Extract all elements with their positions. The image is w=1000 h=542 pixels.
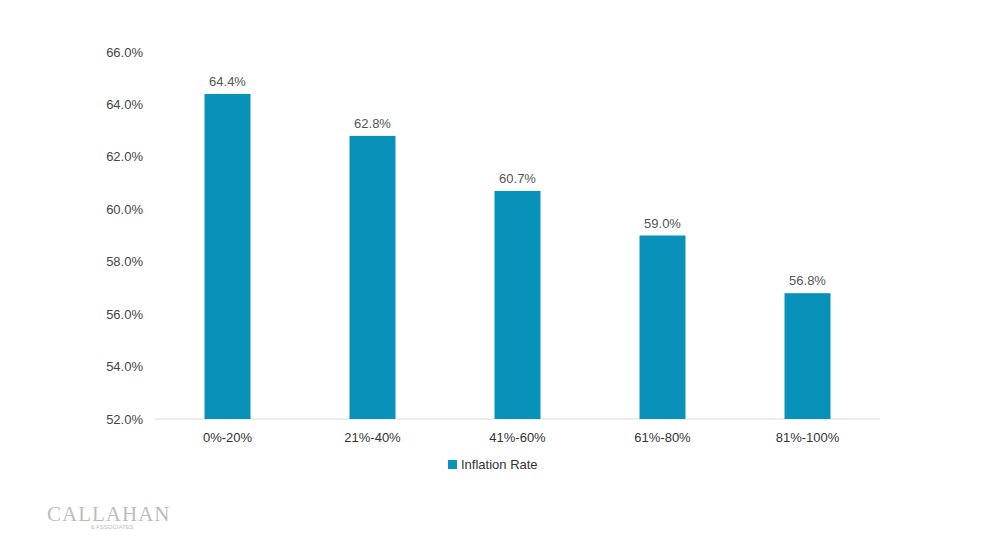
x-tick-label: 81%-100%: [776, 430, 840, 445]
y-tick-label: 64.0%: [106, 97, 143, 112]
y-tick-label: 52.0%: [106, 412, 143, 427]
y-tick-label: 54.0%: [106, 359, 143, 374]
chart: 52.0% 54.0% 56.0% 58.0% 60.0% 62.0% 64.0% 66.0%…: [0, 0, 1000, 542]
x-tick-label: 41%-60%: [489, 430, 546, 445]
y-tick-label: 60.0%: [106, 202, 143, 217]
x-tick-label: 0%-20%: [203, 430, 253, 445]
bar: [350, 136, 396, 419]
logo-subtext: & ASSOCIATES: [90, 524, 133, 530]
bar: [205, 94, 251, 419]
bars: [205, 94, 831, 419]
data-label: 59.0%: [644, 216, 681, 231]
logo-text: CALLAHAN: [47, 502, 171, 526]
bar: [640, 236, 686, 420]
data-label: 64.4%: [209, 74, 246, 89]
legend-swatch: [448, 460, 457, 469]
x-tick-label: 61%-80%: [634, 430, 691, 445]
y-tick-label: 56.0%: [106, 307, 143, 322]
data-label: 60.7%: [499, 171, 536, 186]
data-label: 62.8%: [354, 116, 391, 131]
x-tick-label: 21%-40%: [344, 430, 401, 445]
bar: [785, 293, 831, 419]
legend-label: Inflation Rate: [461, 457, 538, 472]
bar: [495, 191, 541, 419]
data-label: 56.8%: [789, 273, 826, 288]
y-tick-label: 62.0%: [106, 149, 143, 164]
y-tick-label: 66.0%: [106, 45, 143, 60]
y-tick-label: 58.0%: [106, 254, 143, 269]
